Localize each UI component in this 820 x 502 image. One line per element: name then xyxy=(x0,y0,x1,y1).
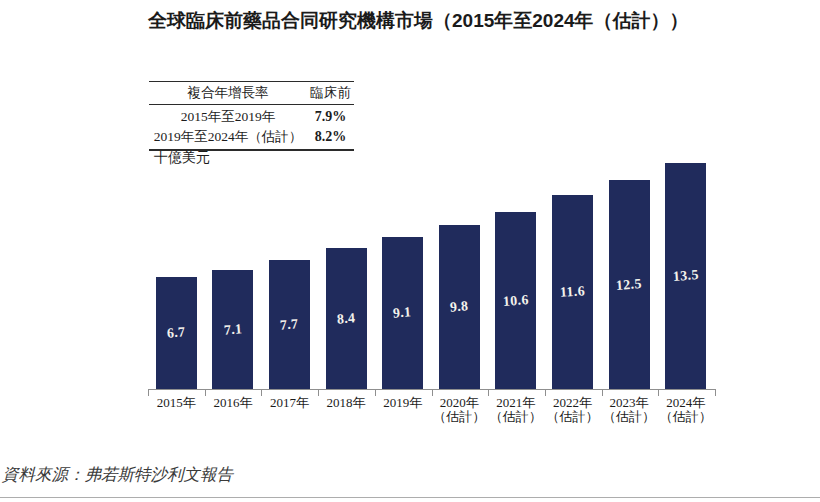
cagr-table-row-2015-2019: 2015年至2019年 7.9% xyxy=(149,107,354,127)
bar: 7.7 xyxy=(269,260,310,389)
x-axis-label: 2023年（估計） xyxy=(601,396,658,424)
bar-slot: 9.8 xyxy=(431,163,488,389)
bar: 13.5 xyxy=(665,163,706,389)
x-axis-tick xyxy=(602,389,603,396)
cagr-period-label: 2019年至2024年（估計） xyxy=(149,128,307,146)
bar: 10.6 xyxy=(495,212,536,389)
x-axis-label: 2024年（估計） xyxy=(657,396,714,424)
x-axis-label-year: 2024年 xyxy=(657,396,714,410)
x-axis-label: 2019年 xyxy=(374,396,431,424)
cagr-table-header-row: 複合年增長率 臨床前 xyxy=(149,82,354,105)
x-axis-label: 2018年 xyxy=(318,396,375,424)
bar: 8.4 xyxy=(326,248,367,389)
x-axis-tick xyxy=(205,389,206,396)
x-axis-tick xyxy=(375,389,376,396)
cagr-period-label: 2015年至2019年 xyxy=(149,108,307,126)
x-axis-label-estimate: （估計） xyxy=(544,410,601,424)
cagr-value: 8.2% xyxy=(307,129,354,145)
x-axis-tick xyxy=(658,389,659,396)
bar-slot: 8.4 xyxy=(318,163,375,389)
x-axis-label-estimate: （估計） xyxy=(657,410,714,424)
bar-value-label: 9.1 xyxy=(393,304,412,321)
bar-slot: 9.1 xyxy=(374,163,431,389)
bar-slot: 13.5 xyxy=(657,163,714,389)
bar: 9.8 xyxy=(439,225,480,389)
bar-value-label: 10.6 xyxy=(502,292,529,310)
x-axis-tick xyxy=(148,389,149,396)
bar-slot: 7.1 xyxy=(205,163,262,389)
x-axis-tick xyxy=(261,389,262,396)
x-axis-label-estimate: （估計） xyxy=(601,410,658,424)
cagr-table-row-2019-2024e: 2019年至2024年（估計） 8.2% xyxy=(149,127,354,147)
chart-title: 全球臨床前藥品合同研究機構市場（2015年至2024年（估計）） xyxy=(148,8,689,34)
x-axis-label: 2021年（估計） xyxy=(488,396,545,424)
x-axis-tick xyxy=(432,389,433,396)
x-axis-label-year: 2021年 xyxy=(488,396,545,410)
x-axis-label-year: 2022年 xyxy=(544,396,601,410)
bar: 7.1 xyxy=(212,270,253,389)
bar-value-label: 8.4 xyxy=(336,310,355,327)
bar: 11.6 xyxy=(552,195,593,389)
bar-value-label: 7.7 xyxy=(280,316,299,333)
bar-slot: 6.7 xyxy=(148,163,205,389)
x-axis-label-estimate: （估計） xyxy=(488,410,545,424)
cagr-table: 複合年增長率 臨床前 2015年至2019年 7.9% 2019年至2024年（… xyxy=(149,81,354,151)
bar-slot: 12.5 xyxy=(601,163,658,389)
x-axis-label: 2020年（估計） xyxy=(431,396,488,424)
x-axis-label-year: 2020年 xyxy=(431,396,488,410)
bar-value-label: 7.1 xyxy=(223,321,242,338)
bar-value-label: 9.8 xyxy=(450,298,469,315)
bar-chart-plot-area: 6.7 7.1 7.7 8.4 9.1 9.8 10.6 11.6 12.5 13.5 xyxy=(148,163,714,389)
x-axis-label: 2015年 xyxy=(148,396,205,424)
bar-value-label: 12.5 xyxy=(616,276,643,294)
cagr-table-header-segment: 臨床前 xyxy=(307,84,354,102)
x-axis-label: 2016年 xyxy=(205,396,262,424)
x-axis-label-year: 2023年 xyxy=(601,396,658,410)
x-axis-label-estimate: （估計） xyxy=(431,410,488,424)
cagr-value: 7.9% xyxy=(307,109,354,125)
bar-value-label: 6.7 xyxy=(167,324,186,341)
document-page: 全球臨床前藥品合同研究機構市場（2015年至2024年（估計）） 複合年增長率 … xyxy=(0,0,820,502)
bar-slot: 10.6 xyxy=(488,163,545,389)
bar-slot: 7.7 xyxy=(261,163,318,389)
x-axis-tick xyxy=(545,389,546,396)
x-axis-tick xyxy=(715,389,716,396)
bar-slot: 11.6 xyxy=(544,163,601,389)
bar: 12.5 xyxy=(609,180,650,389)
x-axis-tick xyxy=(488,389,489,396)
x-axis-labels: 2015年2016年2017年2018年2019年2020年（估計）2021年（… xyxy=(148,396,714,424)
page-divider-line xyxy=(0,497,820,498)
x-axis-label: 2022年（估計） xyxy=(544,396,601,424)
bar: 6.7 xyxy=(156,277,197,389)
bar-value-label: 11.6 xyxy=(559,283,585,301)
source-note: 資料來源：弗若斯特沙利文報告 xyxy=(2,464,233,486)
bar: 9.1 xyxy=(382,237,423,389)
x-axis-label: 2017年 xyxy=(261,396,318,424)
cagr-table-header-metric: 複合年增長率 xyxy=(149,84,307,102)
bar-value-label: 13.5 xyxy=(672,267,699,285)
x-axis-tick xyxy=(318,389,319,396)
